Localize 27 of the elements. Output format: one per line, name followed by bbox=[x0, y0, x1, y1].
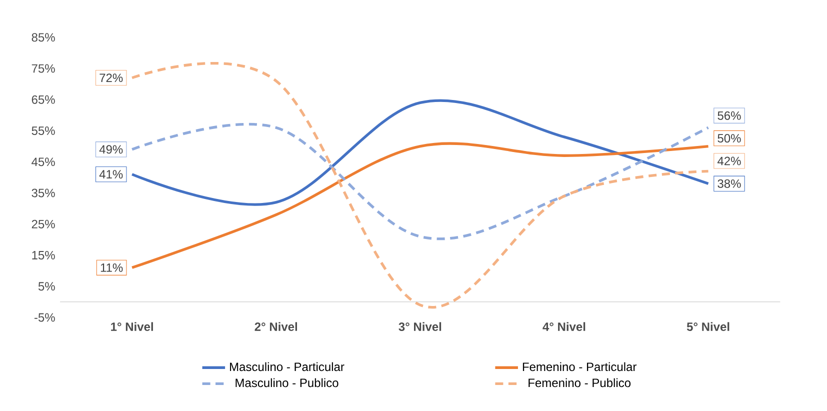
y-tick-label: 85% bbox=[32, 33, 55, 42]
legend-label: Femenino - Particular bbox=[522, 362, 637, 372]
data-label: 38% bbox=[718, 179, 741, 188]
legend-label: Masculino - Particular bbox=[230, 362, 344, 372]
x-tick-label: 5° Nivel bbox=[686, 322, 730, 332]
data-label: 42% bbox=[717, 156, 741, 166]
x-tick-label: 1° Nivel bbox=[111, 322, 153, 332]
x-tick-label: 3° Nivel bbox=[398, 322, 442, 332]
data-label: 49% bbox=[99, 145, 123, 154]
data-label: 56% bbox=[718, 111, 741, 120]
legend-label: Masculino - Publico bbox=[236, 378, 338, 388]
y-tick-label: 55% bbox=[32, 126, 55, 136]
y-tick-label: 75% bbox=[32, 64, 55, 73]
data-label: 72% bbox=[100, 74, 123, 82]
data-label: 41% bbox=[99, 170, 123, 179]
y-tick-label: 65% bbox=[32, 95, 55, 104]
legend-label: Femenino - Publico bbox=[528, 378, 631, 388]
data-label: 50% bbox=[718, 134, 741, 143]
x-tick-label: 4° Nivel bbox=[542, 322, 586, 332]
data-label: 11% bbox=[100, 264, 123, 272]
y-tick-label: 35% bbox=[32, 188, 55, 198]
y-tick-label: 5% bbox=[38, 282, 55, 291]
y-tick-label: 25% bbox=[32, 220, 55, 228]
y-tick-label: -5% bbox=[34, 313, 55, 322]
x-tick-label: 2° Nivel bbox=[254, 322, 298, 332]
y-tick-label: 15% bbox=[32, 251, 55, 260]
y-tick-label: 45% bbox=[32, 158, 55, 166]
